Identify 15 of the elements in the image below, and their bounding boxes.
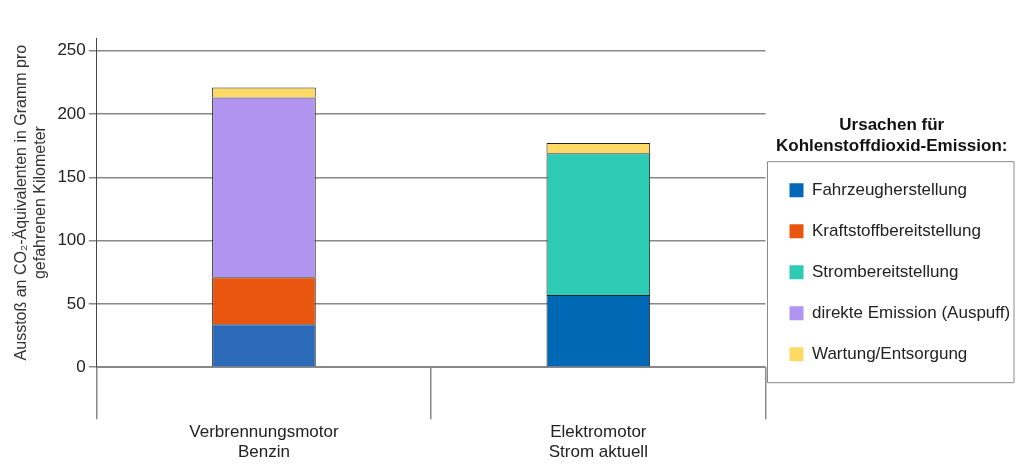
y-tick-label: 250 [57,40,86,60]
x-tick-label: Verbrennungsmotor Benzin [189,422,339,462]
legend-label: Fahrzeugherstellung [812,179,967,199]
y-tick-label: 0 [76,356,86,376]
y-tick-label: 150 [57,166,86,186]
legend-label: Wartung/Entsorgung [812,343,968,363]
y-tick-label: 50 [66,293,86,313]
legend-label: Strombereitstellung [812,261,959,281]
x-tick-label: Elektromotor Strom aktuell [548,422,648,462]
y-tick-label: 200 [57,103,86,123]
legend-title: Ursachen für Kohlenstoffdioxid-Emission: [776,115,1008,155]
legend-label: direkte Emission (Auspuff) [812,302,1011,322]
y-axis-title: Ausstoß an CO₂-Äquivalenten in Gramm pro gefahrenen Kilometer [12,44,49,361]
legend-label: Kraftstoffbereitstellung [812,220,981,240]
y-tick-label: 100 [57,230,86,250]
